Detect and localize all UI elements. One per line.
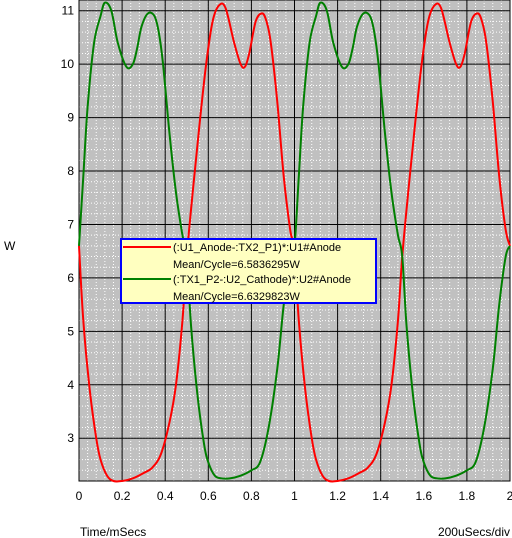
y-tick-labels: 3 4 5 6 7 8 9 10 11	[61, 4, 75, 446]
legend-series-2-name: (:TX1_P2-:U2_Cathode)*:U2#Anode	[173, 274, 351, 286]
x-tick-label: 1.4	[372, 489, 389, 503]
x-scale-label: 200uSecs/div	[438, 525, 510, 538]
x-tick-label: 0.6	[200, 489, 217, 503]
legend-box: (:U1_Anode-:TX2_P1)*:U1#Anode Mean/Cycle…	[120, 238, 377, 304]
legend-series-1-name: (:U1_Anode-:TX2_P1)*:U1#Anode	[173, 242, 341, 254]
y-tick-label: 9	[67, 111, 74, 125]
x-tick-label: 1.2	[329, 489, 346, 503]
x-tick-label: 1.8	[459, 489, 476, 503]
x-tick-label: 0.8	[243, 489, 260, 503]
x-tick-label: 0	[76, 489, 83, 503]
y-tick-label: 6	[67, 271, 74, 285]
x-tick-labels: 0 0.2 0.4 0.6 0.8 1 1.2 1.4 1.6 1.8 2	[76, 489, 512, 503]
x-tick-label: 1	[291, 489, 298, 503]
legend-background	[120, 238, 377, 304]
x-axis-title: Time/mSecs	[80, 525, 146, 538]
x-tick-label: 2	[507, 489, 512, 503]
y-tick-label: 8	[67, 164, 74, 178]
y-tick-label: 10	[61, 57, 75, 71]
y-tick-label: 4	[67, 378, 74, 392]
x-tick-label: 1.6	[415, 489, 432, 503]
y-tick-label: 11	[62, 4, 75, 18]
y-tick-label: 7	[67, 217, 74, 231]
y-tick-label: 3	[67, 431, 74, 445]
y-tick-label: 5	[67, 324, 74, 338]
y-axis-title: W	[4, 239, 16, 253]
x-tick-label: 0.2	[114, 489, 131, 503]
legend-series-1-mean: Mean/Cycle=6.5836295W	[173, 259, 300, 271]
legend-series-2-mean: Mean/Cycle=6.6329823W	[173, 291, 300, 303]
x-tick-label: 0.4	[157, 489, 174, 503]
